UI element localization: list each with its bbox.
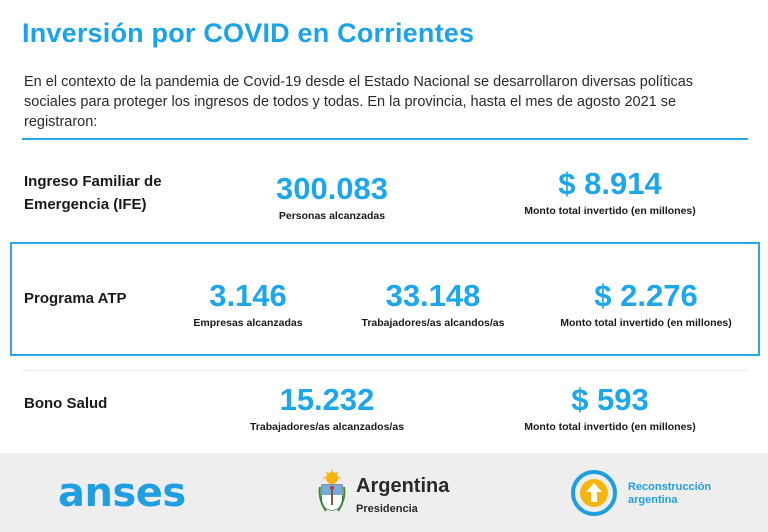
stat-value: $ 8.914 <box>558 166 662 201</box>
bono-workers-stat: 15.232 Trabajadores/as alcanzados/as <box>222 382 432 434</box>
footer-logos-bar: anses Argentina Presidencia Reconstrucci… <box>0 453 768 532</box>
ife-label-line2: Emergencia (IFE) <box>24 196 147 213</box>
intro-paragraph: En el contexto de la pandemia de Covid-1… <box>24 74 694 130</box>
row-separator <box>22 370 748 371</box>
atp-workers-stat: 33.148 Trabajadores/as alcandos/as <box>338 278 528 330</box>
argentina-coat-of-arms-icon <box>318 469 346 512</box>
stat-value: $ 2.276 <box>594 278 698 313</box>
divider-line <box>22 138 748 140</box>
atp-amount-stat: $ 2.276 Monto total invertido (en millon… <box>530 278 762 330</box>
reconstruccion-text: Reconstrucción argentina <box>628 481 711 507</box>
stat-value: $ 593 <box>571 382 649 417</box>
anses-logo: anses <box>58 470 186 516</box>
stat-caption: Empresas alcanzadas <box>193 317 303 329</box>
reconstruccion-arrow-logo-icon <box>571 470 617 516</box>
bono-label: Bono Salud <box>24 395 108 412</box>
argentina-name: Argentina <box>356 475 450 497</box>
atp-highlight-box <box>10 242 760 356</box>
atp-label: Programa ATP <box>24 290 127 307</box>
ife-label-line1: Ingreso Familiar de <box>24 173 162 190</box>
ife-people-stat: 300.083 Personas alcanzadas <box>232 171 432 223</box>
stat-caption: Monto total invertido (en millones) <box>560 317 732 329</box>
ife-label: Ingreso Familiar de Emergencia (IFE) <box>24 170 162 216</box>
recon-line1: Reconstrucción <box>628 481 712 493</box>
recon-line2: argentina <box>628 494 678 506</box>
page-title: Inversión por COVID en Corrientes <box>22 18 475 48</box>
stat-caption: Monto total invertido (en millones) <box>524 205 696 217</box>
stat-value: 15.232 <box>279 382 375 417</box>
stat-caption: Trabajadores/as alcanzados/as <box>249 421 405 433</box>
atp-companies-stat: 3.146 Empresas alcanzadas <box>168 278 328 330</box>
stat-caption: Monto total invertido (en millones) <box>524 421 696 433</box>
bono-amount-stat: $ 593 Monto total invertido (en millones… <box>490 382 730 434</box>
stat-value: 33.148 <box>385 278 481 313</box>
stat-caption: Personas alcanzadas <box>278 210 386 222</box>
stat-caption: Trabajadores/as alcandos/as <box>361 317 505 329</box>
ife-amount-stat: $ 8.914 Monto total invertido (en millon… <box>490 166 730 218</box>
stat-value: 3.146 <box>209 278 287 313</box>
stat-value: 300.083 <box>275 171 389 206</box>
argentina-subtitle: Presidencia <box>356 503 418 515</box>
